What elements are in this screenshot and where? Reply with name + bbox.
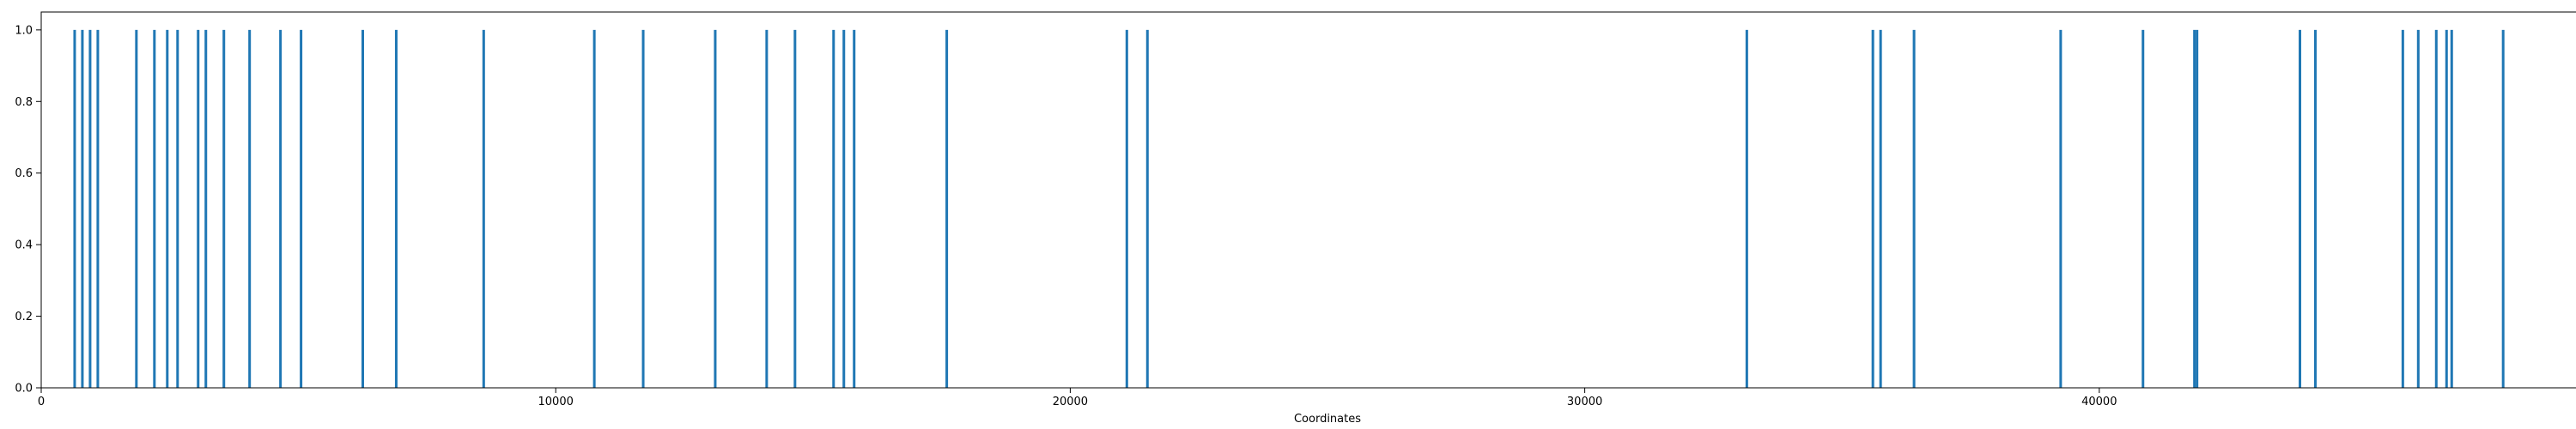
bar — [1125, 29, 1128, 389]
bar — [641, 29, 645, 389]
bar — [2401, 29, 2404, 389]
bar — [2313, 29, 2317, 389]
y-tick-label: 0.4 — [15, 239, 33, 252]
bar — [2298, 29, 2301, 389]
x-tick-label: 30000 — [1567, 396, 1602, 408]
bar-series — [73, 29, 2505, 389]
x-axis-title: Coordinates — [1294, 413, 1361, 426]
bar — [166, 29, 169, 389]
bar — [204, 29, 208, 389]
bar — [153, 29, 156, 389]
bar — [1912, 29, 1916, 389]
bar — [2059, 29, 2063, 389]
bar — [361, 29, 364, 389]
bar — [2501, 29, 2505, 389]
bar — [81, 29, 84, 389]
y-tick-label: 0.8 — [15, 96, 33, 109]
bar — [248, 29, 252, 389]
bar — [842, 29, 846, 389]
bar — [2445, 29, 2448, 389]
y-tick-label: 0.6 — [15, 167, 33, 180]
bar — [482, 29, 485, 389]
bar — [73, 29, 76, 389]
bar — [176, 29, 179, 389]
x-tick-label: 0 — [38, 396, 45, 408]
bar — [945, 29, 949, 389]
bar — [2434, 29, 2438, 389]
x-axis-ticks: 01000020000300004000050000 — [38, 388, 2117, 408]
bar — [2196, 29, 2199, 389]
y-tick-label: 0.0 — [15, 383, 33, 396]
bar — [2450, 29, 2453, 389]
bar — [2416, 29, 2420, 389]
y-axis-ticks: 0.0 0.2 0.4 0.6 0.8 1.0 — [15, 24, 41, 396]
x-tick-label: 10000 — [538, 396, 574, 408]
bar — [197, 29, 200, 389]
bar — [279, 29, 283, 389]
bar — [1745, 29, 1748, 389]
bar — [832, 29, 835, 389]
bar — [394, 29, 398, 389]
bar — [1871, 29, 1874, 389]
bar — [592, 29, 596, 389]
bar — [2193, 29, 2196, 389]
y-tick-label: 0.2 — [15, 311, 33, 323]
plot-frame — [40, 11, 2576, 389]
bar — [88, 29, 92, 389]
x-tick-label: 20000 — [1053, 396, 1088, 408]
y-tick-label: 1.0 — [15, 24, 33, 37]
bar — [853, 29, 856, 389]
bar — [96, 29, 100, 389]
bar — [135, 29, 138, 389]
x-tick-label: 40000 — [2081, 396, 2117, 408]
bar — [1145, 29, 1149, 389]
bar — [222, 29, 226, 389]
bar — [765, 29, 769, 389]
bar — [793, 29, 797, 389]
bar — [1879, 29, 1882, 389]
bar — [2142, 29, 2145, 389]
bar — [300, 29, 303, 389]
bar — [714, 29, 717, 389]
